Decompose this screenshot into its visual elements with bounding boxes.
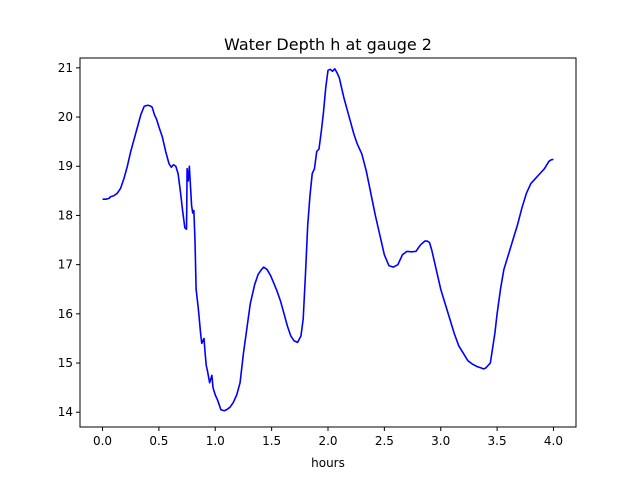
x-tick-label: 2.0 [318,434,337,448]
y-tick-label: 17 [58,258,73,272]
y-tick-label: 18 [58,208,73,222]
y-tick-label: 16 [58,307,73,321]
x-axis-label: hours [311,456,345,470]
x-tick-label: 3.5 [488,434,507,448]
chart-title: Water Depth h at gauge 2 [224,35,432,54]
y-tick-label: 20 [58,110,73,124]
y-tick-label: 19 [58,159,73,173]
y-axis: 14 15 16 17 18 19 20 21 [58,61,80,419]
x-tick-label: 2.5 [375,434,394,448]
x-tick-label: 0.0 [93,434,112,448]
plot-area [102,68,554,412]
x-tick-label: 0.5 [149,434,168,448]
y-tick-label: 15 [58,356,73,370]
y-tick-label: 21 [58,61,73,75]
x-tick-label: 1.0 [206,434,225,448]
x-axis: 0.0 0.5 1.0 1.5 2.0 2.5 3.0 3.5 4.0 [93,427,563,448]
x-tick-label: 4.0 [544,434,563,448]
x-tick-label: 3.0 [431,434,450,448]
series-line-0 [102,68,554,412]
y-tick-label: 14 [58,405,73,419]
x-tick-label: 1.5 [262,434,281,448]
